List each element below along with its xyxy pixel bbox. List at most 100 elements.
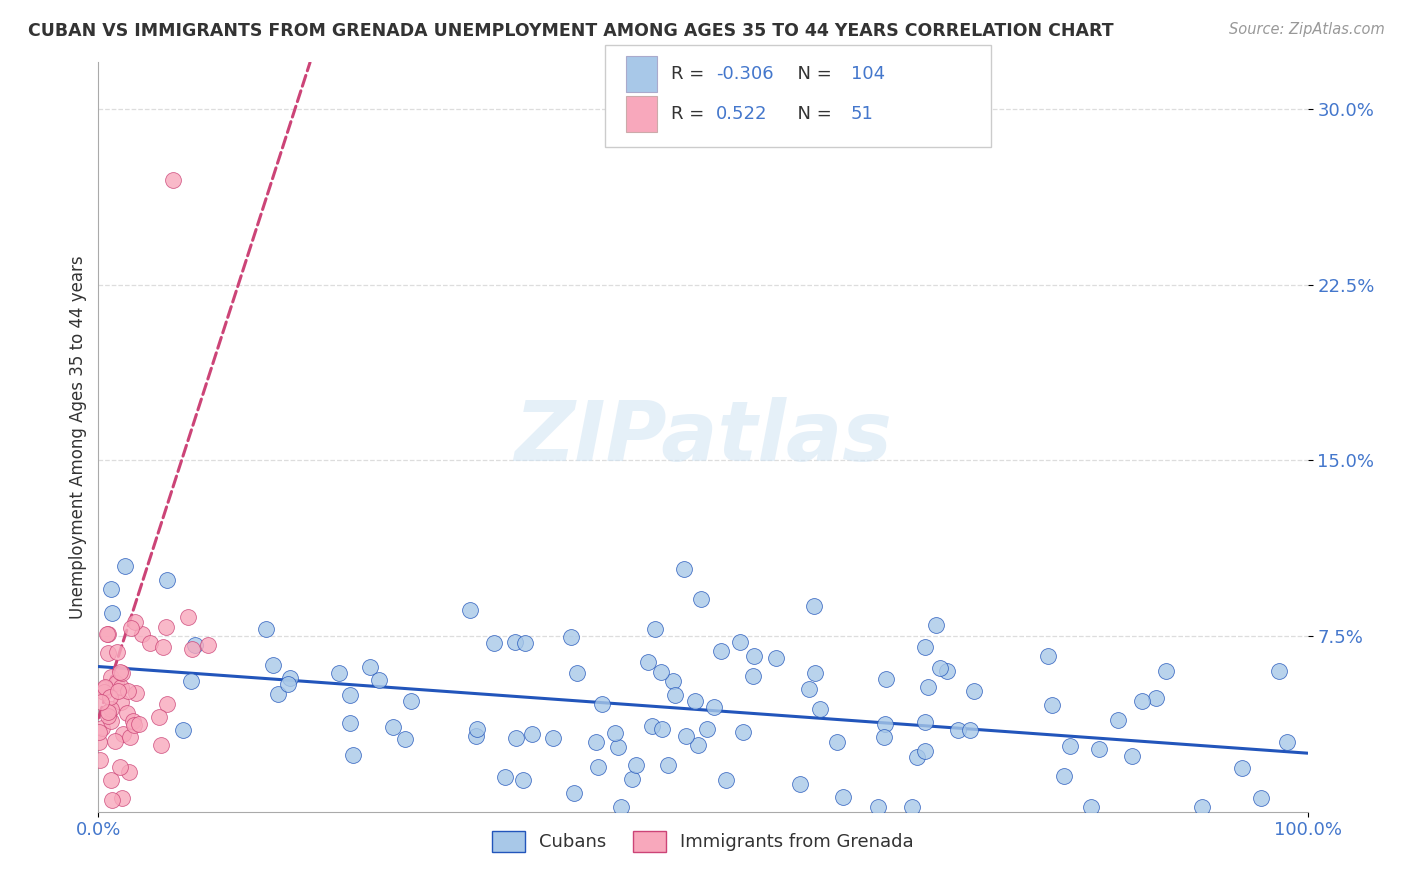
- Point: [703, 700, 725, 714]
- Point: [1130, 694, 1153, 708]
- Point: [905, 749, 928, 764]
- Point: [256, 622, 278, 636]
- Point: [959, 723, 981, 738]
- Point: [505, 731, 527, 745]
- Point: [367, 673, 389, 687]
- Point: [650, 665, 672, 679]
- Point: [128, 716, 150, 731]
- Point: [394, 732, 416, 747]
- Point: [765, 650, 787, 665]
- Point: [131, 627, 153, 641]
- Point: [267, 687, 290, 701]
- Point: [110, 760, 132, 774]
- Point: [914, 714, 936, 729]
- Point: [1080, 800, 1102, 814]
- Point: [683, 694, 706, 708]
- Point: [105, 645, 128, 659]
- Point: [731, 724, 754, 739]
- Point: [105, 676, 128, 690]
- Point: [1053, 769, 1076, 783]
- Point: [1275, 735, 1298, 749]
- Point: [100, 772, 122, 787]
- Point: [936, 664, 959, 678]
- Point: [152, 640, 174, 654]
- Text: N =: N =: [786, 105, 838, 123]
- Text: 0.522: 0.522: [716, 105, 768, 123]
- Point: [104, 734, 127, 748]
- Point: [100, 670, 122, 684]
- Point: [543, 731, 565, 745]
- Point: [120, 621, 142, 635]
- Point: [94, 680, 117, 694]
- Point: [122, 714, 145, 729]
- Point: [657, 758, 679, 772]
- Point: [868, 800, 890, 814]
- Point: [115, 706, 138, 721]
- Point: [872, 730, 894, 744]
- Text: 104: 104: [851, 65, 884, 83]
- Point: [520, 727, 543, 741]
- Point: [917, 680, 939, 694]
- Point: [97, 626, 120, 640]
- Point: [673, 561, 696, 575]
- Point: [148, 710, 170, 724]
- Point: [803, 599, 825, 613]
- Point: [184, 639, 207, 653]
- Point: [873, 716, 896, 731]
- Point: [512, 773, 534, 788]
- Point: [1156, 665, 1178, 679]
- Point: [339, 715, 361, 730]
- Point: [1107, 713, 1129, 727]
- Point: [465, 722, 488, 736]
- Point: [875, 672, 897, 686]
- Point: [401, 694, 423, 708]
- Point: [117, 684, 139, 698]
- Point: [946, 723, 969, 737]
- Point: [503, 634, 526, 648]
- Point: [180, 641, 202, 656]
- Point: [162, 172, 184, 186]
- Point: [118, 730, 141, 744]
- Point: [96, 705, 118, 719]
- Point: [914, 640, 936, 654]
- Point: [963, 684, 986, 698]
- Text: N =: N =: [786, 65, 838, 83]
- Point: [626, 758, 648, 772]
- Point: [637, 656, 659, 670]
- Point: [1040, 698, 1063, 712]
- Point: [90, 722, 112, 736]
- Text: R =: R =: [671, 65, 710, 83]
- Point: [1059, 739, 1081, 754]
- Point: [114, 558, 136, 573]
- Point: [177, 610, 200, 624]
- Point: [172, 723, 194, 737]
- Point: [714, 772, 737, 787]
- Point: [90, 695, 112, 709]
- Point: [1121, 748, 1143, 763]
- Point: [382, 720, 405, 734]
- Text: R =: R =: [671, 105, 716, 123]
- Point: [651, 722, 673, 736]
- Text: -0.306: -0.306: [716, 65, 773, 83]
- Point: [100, 701, 122, 715]
- Point: [97, 709, 120, 723]
- Y-axis label: Unemployment Among Ages 35 to 44 years: Unemployment Among Ages 35 to 44 years: [69, 255, 87, 619]
- Point: [107, 683, 129, 698]
- Point: [789, 776, 811, 790]
- Point: [328, 665, 350, 680]
- Point: [484, 636, 506, 650]
- Point: [610, 800, 633, 814]
- Point: [100, 582, 122, 597]
- Point: [675, 729, 697, 743]
- Point: [925, 618, 948, 632]
- Point: [108, 665, 131, 680]
- Point: [1267, 665, 1289, 679]
- Point: [1144, 690, 1167, 705]
- Point: [1230, 761, 1253, 775]
- Point: [359, 660, 381, 674]
- Point: [458, 603, 481, 617]
- Point: [565, 666, 588, 681]
- Point: [139, 636, 162, 650]
- Point: [644, 622, 666, 636]
- Point: [641, 719, 664, 733]
